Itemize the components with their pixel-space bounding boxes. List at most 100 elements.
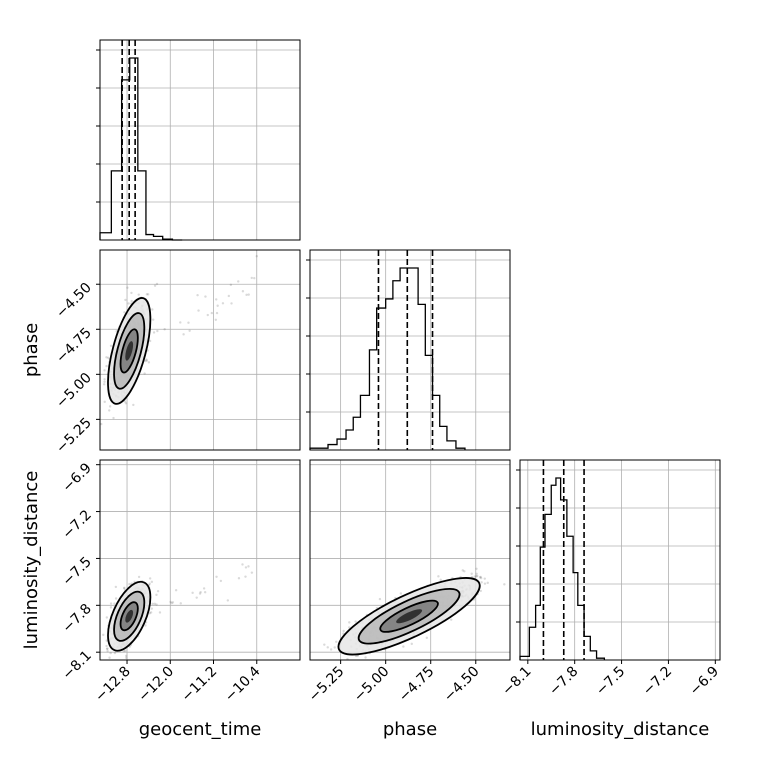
sample-point	[103, 378, 106, 381]
panel-phase-phase	[306, 249, 511, 451]
sample-point	[148, 611, 152, 615]
sample-point	[461, 569, 464, 572]
sample-point	[333, 646, 336, 649]
y-tick-label-luminosity_distance: −7.8	[59, 601, 94, 636]
sample-point	[437, 575, 440, 578]
histogram-phase	[309, 267, 466, 450]
sample-point	[479, 576, 483, 580]
x-tick-label-luminosity_distance: −7.8	[546, 664, 581, 699]
sample-point	[199, 590, 202, 594]
sample-point	[105, 639, 108, 642]
sample-point	[105, 616, 109, 619]
x-tick-label-luminosity_distance: −7.2	[640, 664, 675, 699]
sample-point	[108, 409, 111, 412]
x-axis-label-luminosity-distance: luminosity_distance	[531, 719, 710, 740]
contour-level-1	[113, 590, 146, 642]
sample-point	[105, 647, 109, 650]
sample-point	[402, 645, 405, 648]
sample-point	[473, 575, 477, 578]
sample-point	[145, 293, 149, 296]
sample-point	[113, 602, 116, 605]
sample-point	[323, 643, 326, 646]
sample-point	[148, 339, 152, 343]
sample-point	[202, 587, 206, 590]
sample-point	[150, 607, 153, 610]
sample-point	[127, 302, 130, 305]
sample-point	[479, 589, 482, 593]
x-tick-label-geocent_time: −10.4	[222, 663, 264, 705]
sample-point	[109, 651, 112, 655]
panel-frame	[309, 249, 511, 451]
sample-point	[155, 282, 159, 286]
sample-point	[108, 656, 111, 659]
x-tick-label-phase: −5.25	[306, 664, 348, 706]
sample-point	[105, 364, 108, 368]
sample-point	[171, 601, 175, 604]
sample-point	[356, 654, 359, 658]
sample-point	[354, 620, 357, 623]
sample-point	[113, 651, 117, 655]
sample-point	[174, 588, 178, 592]
sample-point	[151, 318, 155, 321]
sample-point	[145, 358, 148, 361]
sample-point	[106, 647, 109, 650]
sample-point	[347, 626, 351, 629]
sample-point	[103, 380, 106, 384]
panel-frame	[99, 249, 301, 451]
sample-point	[216, 304, 219, 307]
sample-point	[237, 577, 241, 580]
sample-point	[152, 331, 156, 334]
sample-point	[486, 581, 489, 585]
sample-point	[198, 592, 202, 595]
sample-point	[155, 603, 158, 606]
sample-point	[145, 359, 149, 362]
sample-point	[475, 575, 478, 578]
sample-point	[425, 636, 429, 640]
sample-point	[326, 646, 329, 649]
panel-geocent_time-geocent_time	[96, 39, 301, 241]
sample-point	[109, 344, 113, 347]
sample-point	[335, 640, 338, 643]
sample-point	[124, 402, 128, 405]
sample-point	[470, 572, 473, 575]
panel-frame	[99, 459, 301, 661]
sample-point	[226, 599, 230, 602]
sample-point	[151, 602, 154, 605]
contour-level-0	[107, 580, 152, 652]
sample-point	[151, 308, 154, 311]
sample-point	[215, 575, 218, 579]
sample-point	[483, 577, 486, 580]
sample-point	[122, 649, 126, 653]
sample-point	[230, 302, 233, 305]
x-axis-label-phase: phase	[383, 719, 437, 740]
sample-point	[158, 611, 162, 614]
sample-point	[255, 255, 258, 258]
sample-point	[128, 582, 131, 586]
sample-point	[348, 621, 351, 624]
sample-point	[123, 587, 126, 590]
sample-point	[245, 293, 248, 297]
histogram-luminosity_distance	[519, 477, 606, 660]
sample-point	[150, 580, 154, 584]
sample-point	[130, 291, 133, 295]
sample-point	[123, 311, 126, 314]
sample-point	[342, 629, 345, 633]
histogram-geocent_time	[99, 57, 183, 241]
sample-point	[102, 633, 105, 637]
sample-point	[103, 400, 106, 404]
sample-point	[241, 290, 245, 293]
sample-point	[475, 567, 478, 571]
sample-point	[125, 656, 128, 660]
sample-point	[114, 585, 118, 589]
contour-level-2	[119, 328, 139, 374]
sample-point	[253, 276, 256, 280]
sample-point	[410, 642, 413, 646]
sample-point	[105, 644, 108, 648]
sample-point	[483, 582, 487, 585]
sample-point	[214, 318, 218, 322]
panel-luminosity_distance-geocent_time	[99, 459, 301, 661]
x-tick-label-luminosity_distance: −6.9	[687, 664, 722, 699]
contour-level-0	[337, 577, 481, 656]
sample-point	[108, 405, 112, 408]
